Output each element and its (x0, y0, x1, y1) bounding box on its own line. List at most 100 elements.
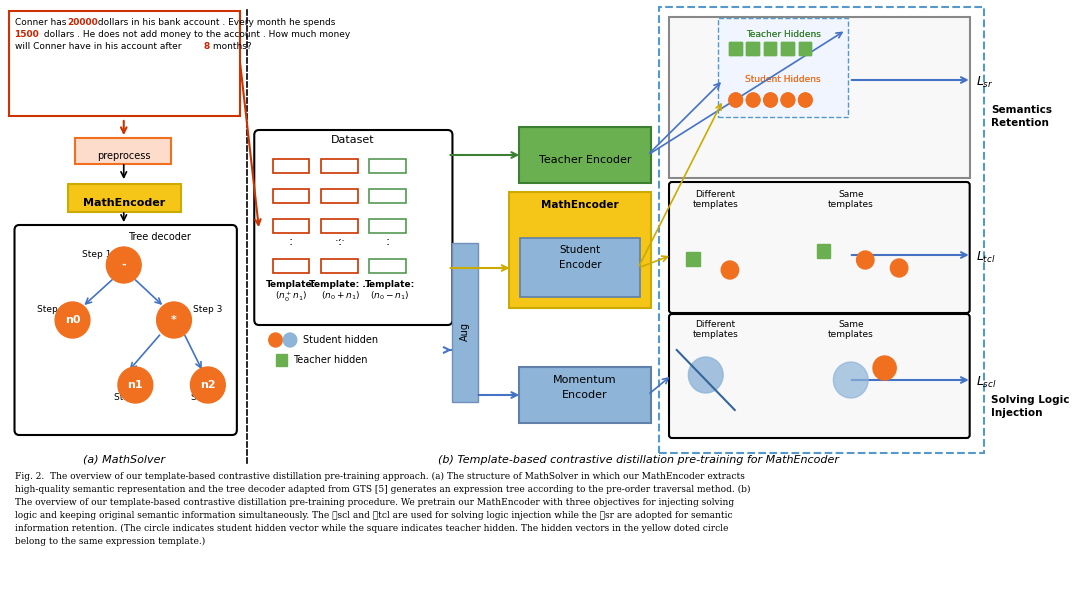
Bar (798, 42, 811, 55)
Text: Retention: Retention (991, 118, 1049, 128)
Circle shape (856, 251, 874, 269)
Text: -: - (121, 260, 126, 270)
Text: Step 1: Step 1 (82, 250, 111, 259)
Text: Injection: Injection (991, 408, 1042, 418)
Text: 20000: 20000 (68, 18, 98, 27)
Text: Template:: Template: (364, 280, 415, 289)
Text: n0: n0 (65, 315, 80, 325)
FancyBboxPatch shape (718, 18, 848, 117)
Circle shape (798, 93, 812, 107)
FancyBboxPatch shape (669, 314, 970, 438)
Bar (272, 259, 309, 273)
FancyBboxPatch shape (660, 7, 984, 453)
Bar (321, 159, 357, 173)
FancyBboxPatch shape (254, 130, 453, 325)
Circle shape (269, 333, 282, 347)
Text: *: * (171, 315, 177, 325)
Text: Tree decoder: Tree decoder (129, 232, 191, 242)
Text: Same
templates: Same templates (828, 320, 874, 340)
Circle shape (721, 261, 739, 279)
Text: :: : (337, 235, 341, 248)
Bar (729, 42, 742, 55)
Circle shape (781, 93, 795, 107)
Text: information retention. (The circle indicates student hidden vector while the squ: information retention. (The circle indic… (14, 524, 728, 533)
Text: $(n_0+n_1)$: $(n_0+n_1)$ (321, 290, 360, 302)
Bar (369, 219, 406, 233)
Text: $(n_0^+n_1)$: $(n_0^+n_1)$ (274, 290, 307, 304)
Bar (781, 42, 794, 55)
Text: 1500: 1500 (14, 30, 39, 39)
Bar (729, 42, 742, 55)
Text: Step 2: Step 2 (37, 305, 66, 314)
Circle shape (798, 93, 812, 107)
Text: will Conner have in his account after: will Conner have in his account after (14, 42, 184, 51)
FancyBboxPatch shape (669, 17, 970, 178)
Text: Template:: Template: (266, 280, 316, 289)
FancyBboxPatch shape (669, 182, 970, 313)
Circle shape (55, 302, 90, 338)
Bar (272, 189, 309, 203)
Text: 8: 8 (203, 42, 210, 51)
Text: Momentum: Momentum (553, 375, 617, 385)
Circle shape (834, 362, 868, 398)
Text: belong to the same expression template.): belong to the same expression template.) (14, 537, 205, 546)
Bar (272, 219, 309, 233)
Bar (321, 189, 357, 203)
Text: Dataset: Dataset (332, 135, 375, 145)
Text: high-quality semantic representation and the tree decoder adapted from GTS [5] g: high-quality semantic representation and… (14, 485, 750, 494)
Text: MathEncoder: MathEncoder (541, 200, 619, 210)
FancyBboxPatch shape (76, 138, 171, 164)
Text: preprocess: preprocess (97, 151, 150, 161)
Bar (369, 189, 406, 203)
FancyBboxPatch shape (14, 225, 237, 435)
Circle shape (746, 93, 760, 107)
Text: Step 5: Step 5 (191, 393, 220, 402)
Text: MathEncoder: MathEncoder (83, 198, 165, 208)
Text: Teacher hidden: Teacher hidden (293, 355, 367, 365)
Circle shape (118, 367, 152, 403)
Circle shape (764, 93, 778, 107)
FancyBboxPatch shape (68, 184, 180, 212)
Bar (369, 259, 406, 273)
Text: :: : (288, 235, 293, 248)
Text: n2: n2 (200, 380, 216, 390)
Text: $L_{sr}$: $L_{sr}$ (976, 75, 994, 90)
Circle shape (157, 302, 191, 338)
Text: The overview of our template-based contrastive distillation pre-training procedu: The overview of our template-based contr… (14, 498, 733, 507)
Text: :: : (386, 235, 390, 248)
Text: $L_{scl}$: $L_{scl}$ (976, 375, 997, 390)
FancyBboxPatch shape (519, 367, 650, 423)
Text: Different
templates: Different templates (692, 190, 739, 209)
Circle shape (190, 367, 226, 403)
Text: dollars . He does not add money to the account . How much money: dollars . He does not add money to the a… (41, 30, 350, 39)
Bar (764, 42, 777, 55)
FancyBboxPatch shape (453, 243, 477, 402)
Bar (764, 42, 777, 55)
Bar (816, 244, 831, 258)
Text: months?: months? (210, 42, 252, 51)
Bar (321, 219, 357, 233)
Text: Aug: Aug (460, 322, 470, 341)
Text: Teacher Hiddens: Teacher Hiddens (745, 30, 821, 39)
Text: Encoder: Encoder (558, 260, 602, 270)
Text: Student: Student (559, 245, 600, 255)
Circle shape (106, 247, 141, 283)
Bar (746, 42, 759, 55)
Circle shape (746, 93, 760, 107)
Text: Different
templates: Different templates (692, 320, 739, 340)
Circle shape (729, 93, 742, 107)
Text: Same
templates: Same templates (828, 190, 874, 209)
Circle shape (873, 356, 896, 380)
Circle shape (283, 333, 297, 347)
Text: logic and keeping original semantic information simultaneously. The ℒscl and ℒtc: logic and keeping original semantic info… (14, 511, 732, 520)
Text: Student Hiddens: Student Hiddens (745, 75, 821, 84)
Text: Step 3: Step 3 (193, 305, 222, 314)
Bar (746, 42, 759, 55)
FancyBboxPatch shape (510, 192, 650, 308)
Text: Teacher Hiddens: Teacher Hiddens (745, 30, 821, 39)
Bar (687, 252, 700, 266)
Text: Solving Logic: Solving Logic (991, 395, 1069, 405)
FancyBboxPatch shape (9, 11, 240, 116)
Bar (321, 259, 357, 273)
Text: (b) Template-based contrastive distillation pre-training for MathEncoder: (b) Template-based contrastive distillat… (437, 455, 838, 465)
